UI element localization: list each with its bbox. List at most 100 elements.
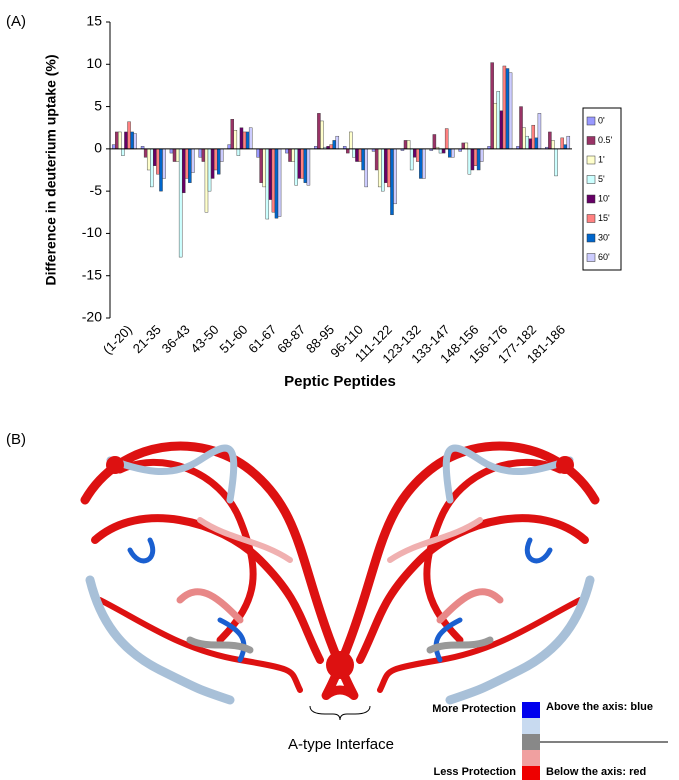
y-axis-label: Difference in deuterium uptake (%): [43, 54, 59, 285]
bar: [237, 149, 240, 156]
bar: [131, 132, 134, 149]
legend-swatch: [587, 176, 595, 184]
bar: [159, 149, 162, 191]
legend-swatch: [587, 195, 595, 203]
bar: [269, 149, 272, 200]
bar: [529, 139, 532, 149]
bar: [448, 149, 451, 157]
legend-swatch: [587, 156, 595, 164]
bar: [336, 136, 339, 149]
below-axis: Below the axis: red: [546, 766, 646, 778]
bar: [445, 129, 448, 149]
bar: [500, 111, 503, 149]
bar: [394, 149, 397, 204]
swatch: [522, 718, 540, 734]
bar: [231, 119, 234, 149]
swatch: [522, 750, 540, 766]
y-tick-label: 15: [86, 13, 102, 29]
bar: [205, 149, 208, 212]
y-tick-label: -5: [90, 182, 103, 198]
x-tick-label: 36-43: [159, 322, 193, 356]
legend-label: 30': [598, 232, 610, 242]
x-tick-label: 43-50: [187, 322, 221, 356]
bar: [384, 149, 387, 183]
bar: [185, 149, 188, 179]
bar: [497, 91, 500, 149]
bar: [468, 149, 471, 174]
y-tick-label: 0: [94, 140, 102, 156]
swatch: [522, 766, 540, 780]
bar: [346, 149, 349, 153]
bar: [112, 145, 115, 149]
bar: [307, 149, 310, 185]
bar: [494, 103, 497, 149]
bar: [416, 149, 419, 162]
more-protection: More Protection: [432, 703, 516, 715]
bar: [182, 149, 185, 193]
x-tick-label: 21-35: [130, 322, 164, 356]
bar: [278, 149, 281, 217]
bar: [298, 149, 301, 179]
bar: [124, 132, 127, 149]
bar: [295, 149, 298, 185]
bar: [128, 122, 131, 149]
bar: [208, 149, 211, 191]
bar: [260, 149, 263, 183]
bar: [532, 125, 535, 149]
bar: [567, 136, 570, 149]
bar: [538, 113, 541, 149]
y-tick-label: -20: [82, 309, 102, 325]
y-tick-label: -10: [82, 224, 102, 240]
bar: [292, 149, 295, 162]
bar: [214, 149, 217, 170]
x-axis-label: Peptic Peptides: [284, 373, 396, 390]
x-tick-label: (1-20): [100, 322, 135, 357]
bar: [121, 149, 124, 156]
legend-label: 1': [598, 154, 605, 164]
x-tick-label: 61-67: [245, 322, 279, 356]
x-tick-label: 68-87: [274, 322, 308, 356]
swatch: [522, 734, 540, 750]
bar: [220, 149, 223, 162]
bar: [404, 140, 407, 148]
bar: [304, 149, 307, 183]
bar: [548, 132, 551, 149]
bar: [118, 132, 121, 149]
above-axis: Above the axis: blue: [546, 701, 653, 713]
bar: [249, 128, 252, 149]
bar: [554, 149, 557, 176]
bar: [263, 149, 266, 187]
x-tick-label: 51-60: [216, 322, 250, 356]
protein-structure: [85, 446, 595, 700]
y-tick-label: -15: [82, 266, 102, 282]
legend-label: 5': [598, 174, 605, 184]
bar: [288, 149, 291, 162]
bar: [115, 132, 118, 149]
bar: [285, 149, 288, 153]
bar: [462, 143, 465, 149]
legend-label: 60': [598, 252, 610, 262]
interface-brace: [310, 706, 370, 720]
bar: [202, 149, 205, 162]
legend-swatch: [587, 215, 595, 223]
bar: [422, 149, 425, 179]
legend-swatch: [587, 234, 595, 242]
bar: [243, 132, 246, 149]
bar: [480, 149, 483, 162]
bar: [471, 149, 474, 170]
bar: [503, 66, 506, 149]
bar: [217, 149, 220, 174]
bar: [523, 128, 526, 149]
bar: [188, 149, 191, 183]
bar: [526, 136, 529, 149]
bar: [381, 149, 384, 191]
bar: [491, 63, 494, 149]
bar: [451, 149, 454, 157]
legend-swatch: [587, 137, 595, 145]
bar: [272, 149, 275, 212]
bar: [173, 149, 176, 162]
bar: [234, 130, 237, 149]
less-protection: Less Protection: [433, 766, 516, 778]
bar: [156, 149, 159, 174]
bar: [352, 149, 355, 157]
